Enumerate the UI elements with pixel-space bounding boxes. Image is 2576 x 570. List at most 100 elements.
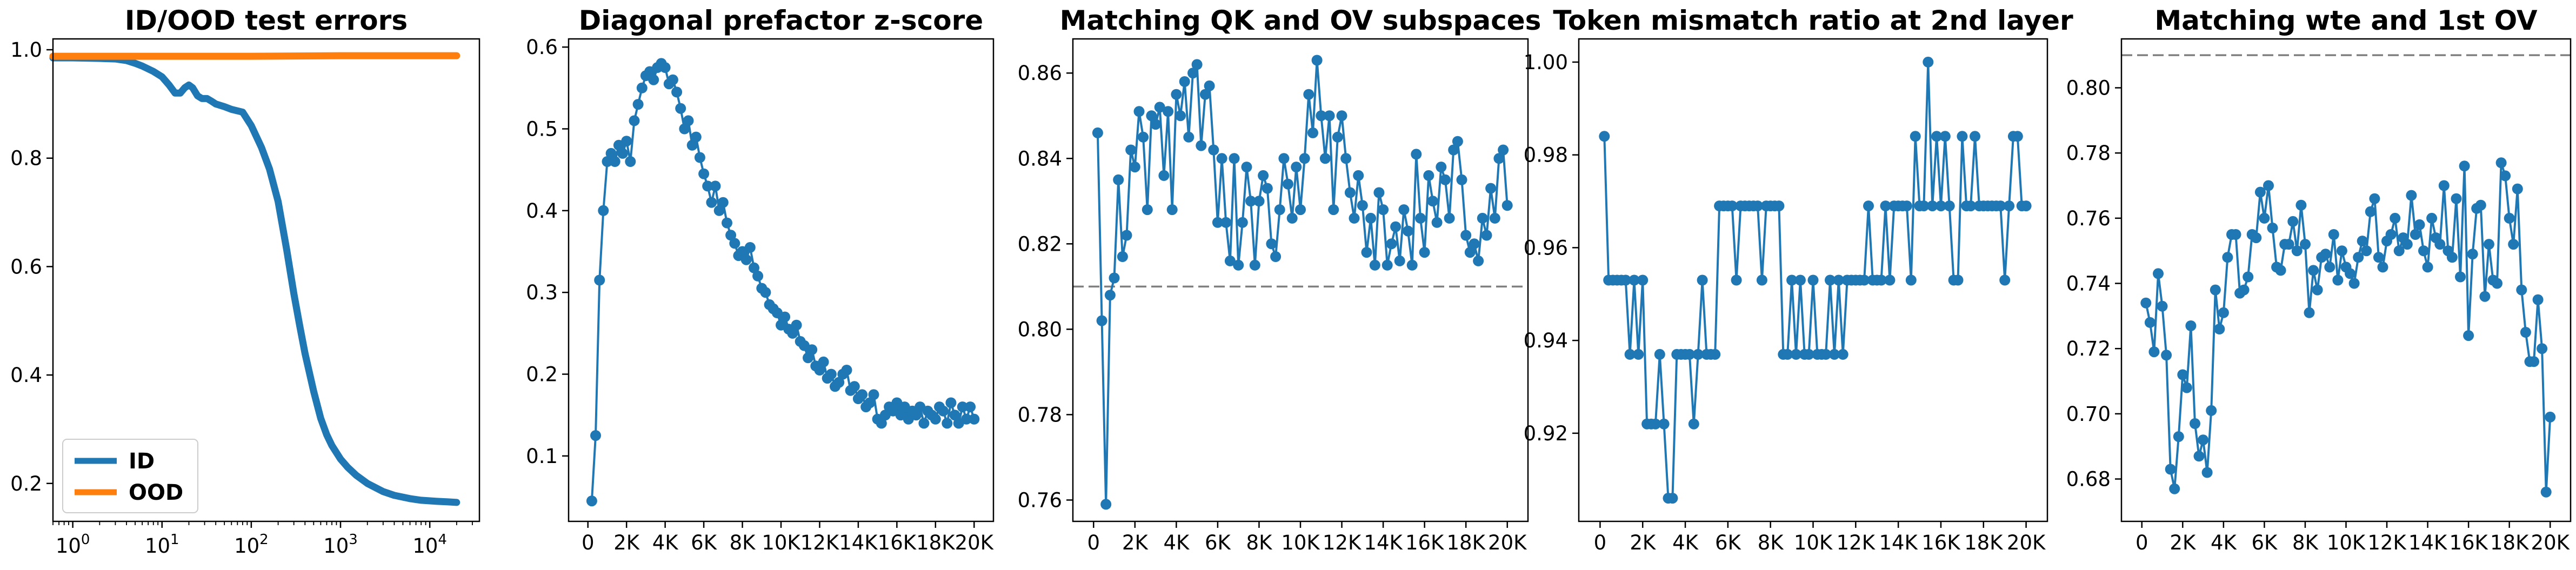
data-point (918, 418, 930, 429)
data-point (1175, 110, 1186, 122)
data-point (965, 401, 976, 413)
data-point (590, 430, 601, 441)
data-point (803, 352, 813, 364)
data-point (1270, 251, 1282, 262)
data-point (667, 74, 678, 85)
data-point (2263, 180, 2274, 191)
data-point (2410, 229, 2421, 240)
y-tick-label: 0.80 (1018, 318, 1062, 341)
y-tick-label: 0.2 (526, 363, 558, 386)
data-point (629, 115, 640, 126)
chart-1: ID/OOD test errors 100 101 102 103 104 0.2 0.4 0… (10, 5, 481, 558)
data-point (1208, 144, 1219, 156)
data-point (1939, 131, 1951, 142)
data-point (2193, 451, 2205, 462)
data-point (2218, 307, 2229, 318)
data-point (2206, 405, 2217, 416)
data-point (1464, 247, 1476, 258)
y-tick-label: 0.4 (10, 364, 42, 387)
data-point (1498, 144, 1509, 156)
x-tick-label: 4K (652, 531, 679, 554)
data-point (1923, 56, 1934, 68)
data-point (1820, 348, 1832, 360)
x-tick-label: 12K (2367, 531, 2407, 554)
data-point (2414, 219, 2425, 230)
x-tick-label: 20K (955, 531, 995, 554)
data-point (2345, 268, 2356, 279)
x-tick-label: 104 (412, 532, 447, 558)
data-point (1373, 187, 1385, 198)
data-point (1473, 255, 1484, 266)
data-point (2004, 200, 2015, 212)
data-point (1216, 153, 1227, 164)
data-point (1117, 251, 1128, 262)
data-point (1311, 55, 1323, 66)
data-point (1142, 204, 1153, 216)
data-point (598, 205, 609, 216)
legend-label-id: ID (129, 449, 155, 474)
data-point (1237, 217, 1248, 228)
data-point (1637, 274, 1649, 286)
legend: ID OOD (62, 439, 198, 513)
data-point (930, 413, 941, 425)
y-tick-label: 0.1 (526, 445, 558, 468)
x-tick-label: 14K (1879, 531, 1918, 554)
data-point (1299, 153, 1310, 164)
data-point (2287, 216, 2299, 227)
data-point (2210, 284, 2221, 296)
data-point (868, 389, 879, 400)
data-point (706, 197, 717, 208)
y-tick-label: 1.0 (10, 38, 42, 62)
data-point (679, 123, 690, 135)
chart-2: Diagonal prefactor z-score 0 2K 4K 6K 8K 10K 12… (526, 5, 995, 554)
data-point (1837, 348, 1848, 360)
data-point (2328, 229, 2339, 240)
data-point (2438, 180, 2450, 191)
x-tick-label: 12K (1323, 531, 1362, 554)
data-point (605, 147, 617, 159)
data-point (1382, 259, 1393, 271)
data-point (1782, 348, 1793, 360)
data-point (1944, 200, 1955, 212)
x-tick-label: 16K (878, 531, 917, 554)
data-point (2483, 239, 2494, 250)
data-point (1096, 315, 1107, 326)
data-point (1901, 200, 1912, 212)
data-point (2254, 186, 2266, 198)
x-tick-label: 18K (1447, 531, 1486, 554)
x-tick-label: 102 (234, 532, 269, 558)
data-point (1807, 274, 1819, 286)
data-point (2169, 483, 2180, 494)
series-line-series-1 (590, 62, 976, 502)
data-point (2385, 229, 2397, 240)
data-point (2300, 239, 2311, 250)
x-tick-label: 8K (730, 531, 757, 554)
data-point (949, 410, 960, 421)
y-tick-label: 0.76 (2066, 207, 2111, 230)
data-point (1121, 230, 1132, 241)
data-point (1927, 200, 1938, 212)
data-point (2324, 261, 2335, 273)
data-point (1970, 131, 1980, 142)
data-point (1485, 183, 1497, 194)
x-tick-label: 14K (839, 531, 878, 554)
data-point (2492, 278, 2502, 289)
data-point (586, 495, 597, 507)
data-point (2369, 193, 2380, 204)
data-point (1146, 110, 1157, 122)
data-point (1957, 131, 1968, 142)
data-point (2140, 297, 2152, 309)
data-point (636, 82, 648, 93)
y-tick-label: 0.98 (1524, 144, 1568, 167)
data-point (694, 152, 705, 163)
data-point (1274, 204, 1285, 216)
data-point (1245, 196, 1257, 207)
data-point (749, 262, 759, 273)
y-tick-label: 0.84 (1018, 147, 1062, 170)
data-point (1427, 196, 1438, 207)
data-point (806, 344, 818, 356)
data-point (1803, 348, 1814, 360)
data-point (2512, 183, 2523, 195)
data-point (1629, 274, 1640, 286)
